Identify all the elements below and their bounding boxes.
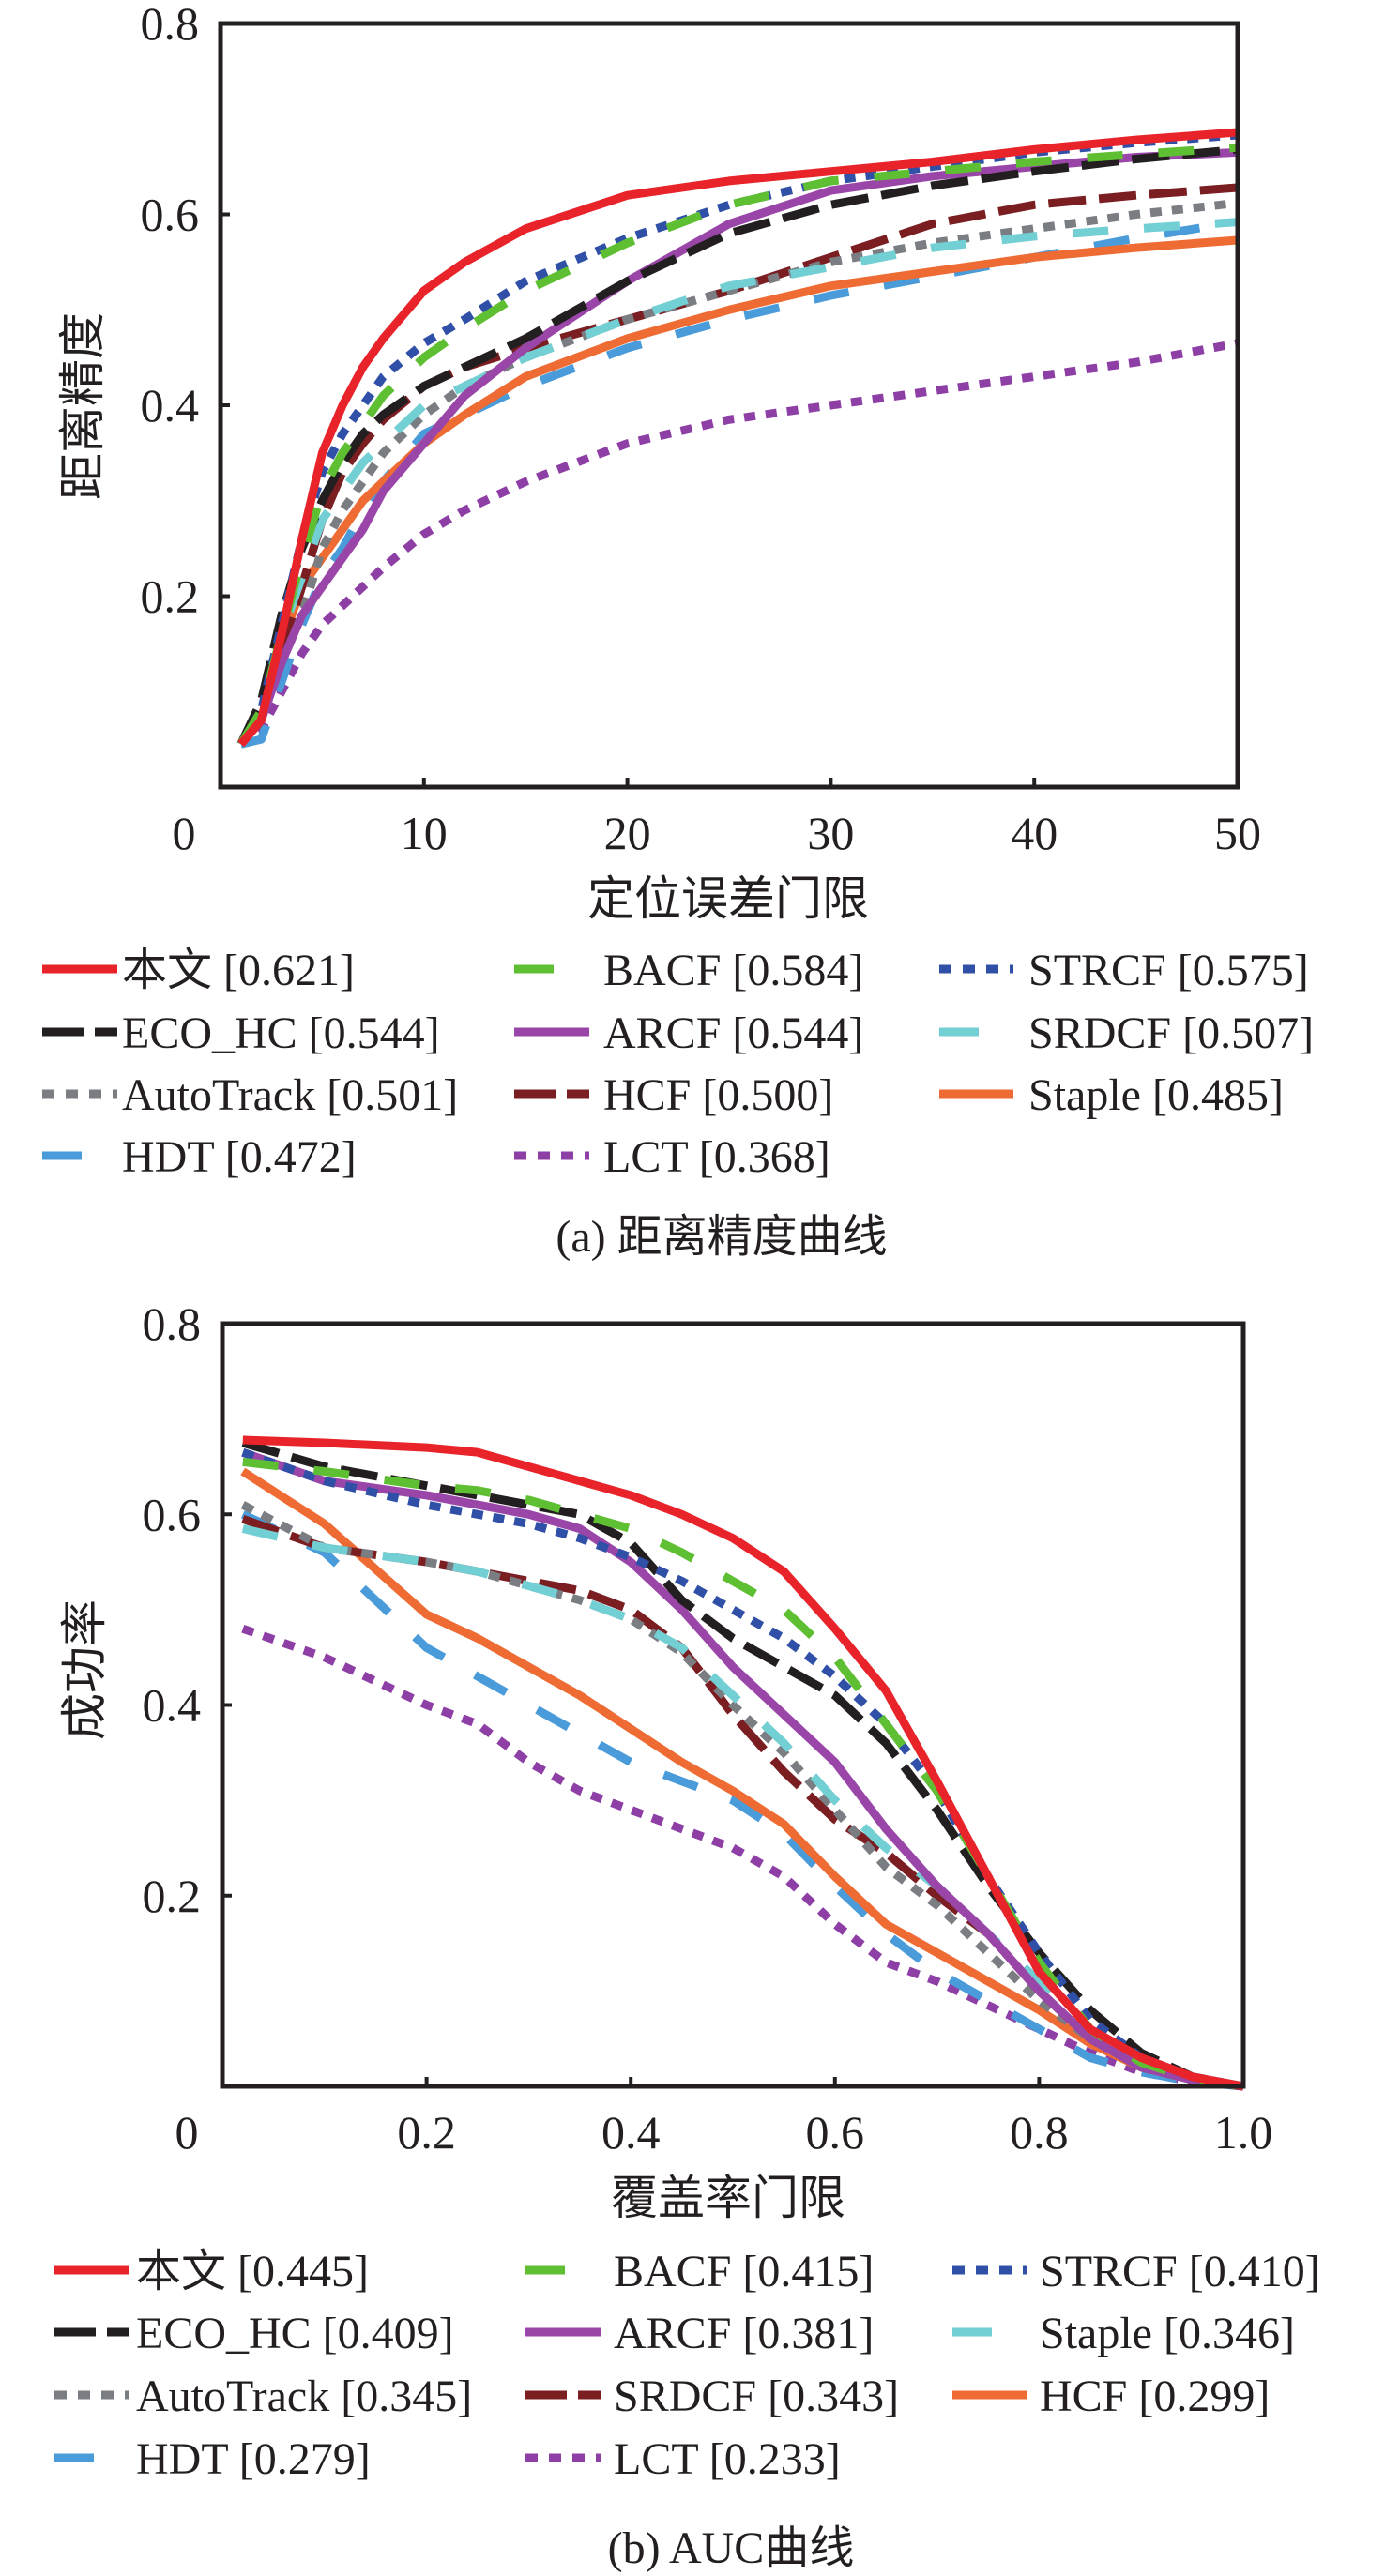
legend-item-hdt: HDT [0.279]	[54, 2434, 371, 2484]
legend-label: BACF [0.415]	[614, 2247, 874, 2296]
legend-label: 本文 [0.621]	[122, 946, 355, 995]
legend-item-proposed: 本文 [0.445]	[54, 2247, 369, 2296]
legend-label: LCT [0.368]	[603, 1132, 830, 1182]
legend-label: ECO_HC [0.544]	[122, 1008, 440, 1058]
legend-item-bacf: BACF [0.584]	[514, 946, 863, 995]
legend: 本文 [0.445] ECO_HC [0.409] AutoTrack [0.345…	[54, 2247, 1320, 2484]
legend-item-eco-hc: ECO_HC [0.409]	[54, 2309, 454, 2358]
x-tick-label: 10	[401, 807, 448, 859]
x-tick-label: 0	[175, 2106, 199, 2159]
series-line-strcf	[241, 1447, 1244, 2091]
figure-caption: (b) AUC曲线	[608, 2523, 855, 2573]
series-line-arcf	[241, 1447, 1244, 2091]
series-line-arcf	[237, 147, 1239, 748]
y-tick-label: 0.4	[143, 1679, 202, 1732]
x-tick-label: 40	[1011, 807, 1058, 859]
chart-distance-precision: 0 10 20 30 40 50 0.2 0.4 0.6 0.8 定位误差门限 距离精度 本文 […	[42, 0, 1314, 1262]
x-tick-label: 30	[807, 807, 854, 859]
legend-item-eco-hc: ECO_HC [0.544]	[42, 1008, 440, 1058]
series-line-proposed	[237, 128, 1239, 748]
legend-item-hcf: HCF [0.299]	[952, 2371, 1270, 2421]
legend-item-hcf: HCF [0.500]	[514, 1070, 833, 1120]
y-tick-label: 0.8	[141, 0, 200, 50]
legend-item-hdt: HDT [0.472]	[42, 1132, 357, 1182]
series-line-bacf	[236, 143, 1239, 747]
legend-label: ARCF [0.381]	[614, 2309, 874, 2358]
y-axis-title: 成功率	[58, 1599, 111, 1740]
legend-label: BACF [0.584]	[603, 946, 863, 995]
legend-item-arcf: ARCF [0.381]	[525, 2309, 874, 2358]
series-line-staple	[237, 235, 1239, 748]
axis-ticks	[221, 212, 1037, 787]
legend-item-autotrack: AutoTrack [0.501]	[42, 1070, 458, 1120]
x-tick-label: 0	[173, 807, 196, 859]
chart-auc: 0 0.2 0.4 0.6 0.8 1.0 0.2 0.4 0.6 0.8 覆盖率门限 成功率 本…	[54, 1297, 1320, 2573]
legend-label: Staple [0.346]	[1040, 2309, 1295, 2358]
legend-item-srdcf: SRDCF [0.343]	[525, 2371, 899, 2421]
x-axis-title: 覆盖率门限	[611, 2172, 845, 2224]
legend-label: STRCF [0.410]	[1040, 2247, 1320, 2296]
legend-label: AutoTrack [0.501]	[122, 1070, 458, 1120]
legend-item-autotrack: AutoTrack [0.345]	[54, 2371, 472, 2421]
plot-area-curves	[236, 128, 1239, 749]
series-line-lct	[238, 339, 1239, 748]
legend-label: HDT [0.472]	[122, 1132, 357, 1182]
legend-item-staple: Staple [0.346]	[952, 2309, 1295, 2358]
x-tick-label: 0.6	[806, 2106, 865, 2159]
legend-label: ARCF [0.544]	[603, 1008, 863, 1058]
series-line-eco-hc	[241, 1438, 1244, 2091]
x-tick-label: 0.8	[1010, 2106, 1069, 2159]
legend-label: HDT [0.279]	[136, 2434, 371, 2484]
legend: 本文 [0.621] ECO_HC [0.544] AutoTrack [0.501…	[42, 946, 1314, 1182]
y-tick-label: 0.8	[143, 1297, 202, 1350]
axis-tick-labels: 0 0.2 0.4 0.6 0.8 1.0 0.2 0.4 0.6 0.8	[143, 1297, 1273, 2159]
legend-item-arcf: ARCF [0.544]	[514, 1008, 863, 1058]
y-tick-label: 0.2	[143, 1870, 202, 1922]
legend-item-strcf: STRCF [0.410]	[952, 2247, 1320, 2296]
y-tick-label: 0.6	[141, 189, 200, 241]
y-tick-label: 0.4	[141, 379, 200, 432]
legend-item-lct: LCT [0.368]	[514, 1132, 830, 1182]
axis-tick-labels: 0 10 20 30 40 50 0.2 0.4 0.6 0.8	[141, 0, 1262, 859]
legend-item-lct: LCT [0.233]	[525, 2434, 841, 2484]
legend-label: Staple [0.485]	[1028, 1070, 1284, 1120]
legend-label: LCT [0.233]	[614, 2434, 841, 2484]
legend-item-bacf: BACF [0.415]	[525, 2247, 874, 2296]
legend-item-srdcf: SRDCF [0.507]	[939, 1008, 1314, 1058]
plot-area-curves	[240, 1435, 1244, 2091]
x-tick-label: 50	[1214, 807, 1261, 859]
series-line-eco-hc	[236, 144, 1239, 747]
legend-label: 本文 [0.445]	[136, 2247, 369, 2296]
legend-label: SRDCF [0.343]	[614, 2371, 899, 2421]
legend-item-staple: Staple [0.485]	[939, 1070, 1284, 1120]
y-tick-label: 0.2	[141, 570, 200, 623]
x-axis-title: 定位误差门限	[587, 872, 869, 925]
legend-label: HCF [0.500]	[603, 1070, 833, 1120]
series-line-hdt	[240, 1510, 1244, 2091]
x-tick-label: 1.0	[1214, 2106, 1273, 2159]
axis-ticks	[222, 1512, 1042, 2086]
series-line-hcf	[240, 1467, 1244, 2091]
legend-item-strcf: STRCF [0.575]	[939, 946, 1309, 995]
y-axis-title: 距离精度	[56, 312, 109, 500]
series-line-proposed	[242, 1435, 1244, 2091]
legend-label: ECO_HC [0.409]	[136, 2309, 454, 2358]
legend-label: SRDCF [0.507]	[1028, 1008, 1314, 1058]
x-tick-label: 20	[604, 807, 651, 859]
y-tick-label: 0.6	[143, 1488, 202, 1540]
figure-caption: (a) 距离精度曲线	[556, 1212, 887, 1262]
legend-item-proposed: 本文 [0.621]	[42, 946, 355, 995]
legend-label: AutoTrack [0.345]	[136, 2371, 472, 2421]
legend-label: HCF [0.299]	[1040, 2371, 1270, 2421]
x-tick-label: 0.2	[397, 2106, 456, 2159]
legend-label: STRCF [0.575]	[1028, 946, 1309, 995]
series-line-hcf	[237, 183, 1239, 748]
x-tick-label: 0.4	[601, 2106, 661, 2159]
